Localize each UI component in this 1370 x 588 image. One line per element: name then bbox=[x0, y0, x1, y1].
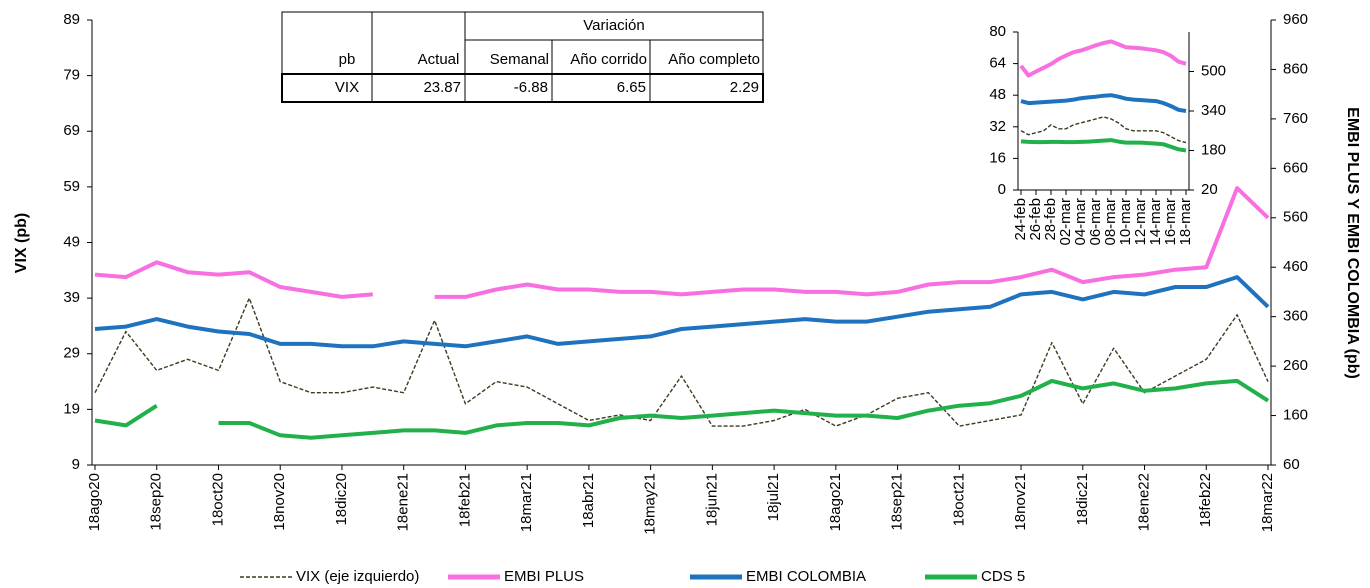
table-row-frame bbox=[281, 73, 764, 103]
y2-tick-label: 160 bbox=[1283, 407, 1308, 424]
y2-tick-label: 960 bbox=[1283, 11, 1308, 28]
y-axis-title: VIX (pb) bbox=[13, 213, 30, 273]
x-tick-label: 18mar22 bbox=[1259, 473, 1276, 532]
y2-tick-label: 760 bbox=[1283, 110, 1308, 127]
y-tick-label: 39 bbox=[63, 289, 80, 306]
x-tick-label: 16-mar bbox=[1162, 198, 1179, 246]
y-tick-label: 79 bbox=[63, 67, 80, 84]
x-tick-label: 18ene21 bbox=[395, 473, 412, 531]
series-line bbox=[1020, 93, 1187, 113]
legend-label: EMBI COLOMBIA bbox=[746, 568, 866, 585]
y-tick-label: 32 bbox=[989, 118, 1006, 135]
y-tick-label: 80 bbox=[989, 23, 1006, 40]
x-tick-label: 08-mar bbox=[1102, 198, 1119, 246]
x-tick-label: 24-feb bbox=[1012, 198, 1029, 241]
y2-tick-label: 180 bbox=[1201, 141, 1226, 158]
x-tick-label: 04-mar bbox=[1072, 198, 1089, 246]
y-tick-label: 64 bbox=[989, 55, 1006, 72]
y-tick-label: 16 bbox=[989, 149, 1006, 166]
y2-tick-label: 860 bbox=[1283, 60, 1308, 77]
x-tick-label: 18feb21 bbox=[456, 473, 473, 527]
x-tick-label: 18ene22 bbox=[1135, 473, 1152, 531]
y2-tick-label: 20 bbox=[1201, 181, 1218, 198]
legend-label: CDS 5 bbox=[981, 568, 1025, 585]
x-tick-label: 18sep21 bbox=[889, 473, 906, 531]
table-group-header: Variación bbox=[583, 17, 644, 34]
series-line bbox=[1020, 138, 1187, 153]
series-line bbox=[94, 378, 1270, 440]
y2-tick-label: 360 bbox=[1283, 308, 1308, 325]
x-tick-label: 18feb22 bbox=[1197, 473, 1214, 527]
x-tick-label: 12-mar bbox=[1132, 198, 1149, 246]
y-tick-label: 49 bbox=[63, 233, 80, 250]
y2-tick-label: 500 bbox=[1201, 62, 1226, 79]
y2-tick-label: 460 bbox=[1283, 258, 1308, 275]
table-cell: 6.65 bbox=[617, 79, 646, 96]
x-tick-label: 18ago21 bbox=[827, 473, 844, 531]
y2-tick-label: 340 bbox=[1201, 102, 1226, 119]
x-tick-label: 18-mar bbox=[1177, 198, 1194, 246]
y-tick-label: 89 bbox=[63, 11, 80, 28]
series-line bbox=[1019, 39, 1187, 78]
series-line bbox=[94, 297, 1269, 427]
x-tick-label: 10-mar bbox=[1117, 198, 1134, 246]
x-tick-label: 18mar21 bbox=[518, 473, 535, 532]
series-line bbox=[1020, 116, 1187, 144]
x-tick-label: 18nov20 bbox=[271, 473, 288, 531]
y-tick-label: 59 bbox=[63, 178, 80, 195]
x-tick-label: 14-mar bbox=[1147, 198, 1164, 246]
x-tick-label: 18sep20 bbox=[148, 473, 165, 531]
y-tick-label: 9 bbox=[72, 456, 80, 473]
x-tick-label: 18dic20 bbox=[333, 473, 350, 526]
x-tick-label: 18ago20 bbox=[86, 473, 103, 531]
x-tick-label: 18abr21 bbox=[580, 473, 597, 528]
x-tick-label: 18oct21 bbox=[950, 473, 967, 526]
x-tick-label: 28-feb bbox=[1042, 198, 1059, 241]
y2-axis-title: EMBI PLUS Y EMBI COLOMBIA (pb) bbox=[1344, 107, 1361, 379]
table-cell: -6.88 bbox=[514, 79, 548, 96]
x-tick-label: 02-mar bbox=[1057, 198, 1074, 246]
y2-tick-label: 60 bbox=[1283, 456, 1300, 473]
x-tick-label: 18jul21 bbox=[765, 473, 782, 521]
table-header: Semanal bbox=[490, 51, 549, 68]
series-line bbox=[94, 275, 1270, 349]
y-tick-label: 69 bbox=[63, 122, 80, 139]
x-tick-label: 18oct20 bbox=[209, 473, 226, 526]
table-header: Año corrido bbox=[570, 51, 647, 68]
table-frame bbox=[281, 11, 764, 103]
legend-label: EMBI PLUS bbox=[504, 568, 584, 585]
table-cell: VIX bbox=[335, 79, 359, 96]
y-tick-label: 19 bbox=[63, 400, 80, 417]
y-tick-label: 0 bbox=[998, 181, 1006, 198]
table-cell: 2.29 bbox=[730, 79, 759, 96]
x-tick-label: 18jun21 bbox=[703, 473, 720, 526]
table-cell: 23.87 bbox=[423, 79, 461, 96]
table-header: Actual bbox=[418, 51, 460, 68]
y2-tick-label: 660 bbox=[1283, 159, 1308, 176]
x-tick-label: 18nov21 bbox=[1012, 473, 1029, 531]
y2-tick-label: 260 bbox=[1283, 357, 1308, 374]
x-tick-label: 26-feb bbox=[1027, 198, 1044, 241]
x-tick-label: 18dic21 bbox=[1074, 473, 1091, 526]
y-tick-label: 29 bbox=[63, 345, 80, 362]
x-tick-label: 06-mar bbox=[1087, 198, 1104, 246]
y-tick-label: 48 bbox=[989, 86, 1006, 103]
y2-tick-label: 560 bbox=[1283, 209, 1308, 226]
legend-label: VIX (eje izquierdo) bbox=[296, 568, 419, 585]
series-line bbox=[94, 186, 1270, 299]
table-header: Año completo bbox=[668, 51, 760, 68]
x-tick-label: 18may21 bbox=[642, 473, 659, 535]
table-header: pb bbox=[339, 51, 356, 68]
